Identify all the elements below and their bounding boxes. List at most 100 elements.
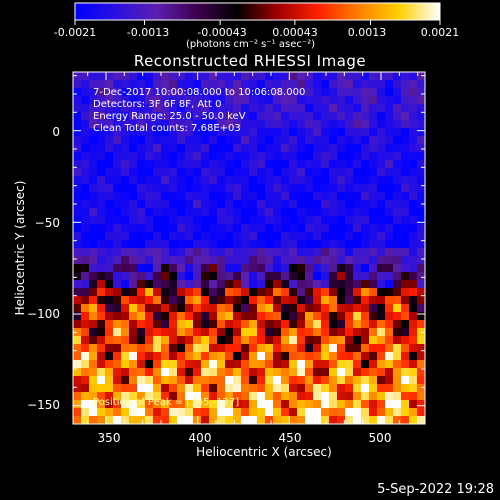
image-pixel <box>177 120 186 129</box>
image-pixel <box>297 192 306 201</box>
image-pixel <box>305 368 314 377</box>
image-pixel <box>393 104 402 113</box>
image-pixel <box>233 336 242 345</box>
image-pixel <box>193 312 202 321</box>
image-pixel <box>217 336 226 345</box>
image-pixel <box>121 176 130 185</box>
image-pixel <box>305 72 314 81</box>
image-pixel <box>281 208 290 217</box>
image-pixel <box>161 376 170 385</box>
image-pixel <box>321 288 330 297</box>
image-pixel <box>361 368 370 377</box>
image-pixel <box>105 136 114 145</box>
image-pixel <box>265 360 274 369</box>
image-pixel <box>209 136 218 145</box>
image-pixel <box>273 280 282 289</box>
image-pixel <box>393 368 402 377</box>
image-pixel <box>313 128 322 137</box>
image-pixel <box>257 368 266 377</box>
image-pixel <box>73 416 82 425</box>
image-pixel <box>273 392 282 401</box>
image-pixel <box>137 328 146 337</box>
image-pixel <box>105 80 114 89</box>
image-pixel <box>369 256 378 265</box>
image-pixel <box>81 232 90 241</box>
image-pixel <box>337 168 346 177</box>
image-pixel <box>113 152 122 161</box>
image-pixel <box>393 136 402 145</box>
image-pixel <box>393 336 402 345</box>
image-pixel <box>369 240 378 249</box>
image-pixel <box>273 136 282 145</box>
image-pixel <box>153 280 162 289</box>
image-pixel <box>385 168 394 177</box>
image-pixel <box>345 232 354 241</box>
image-pixel <box>257 104 266 113</box>
image-pixel <box>241 168 250 177</box>
image-pixel <box>201 408 210 417</box>
image-pixel <box>233 384 242 393</box>
image-pixel <box>89 184 98 193</box>
image-pixel <box>209 384 218 393</box>
image-pixel <box>345 376 354 385</box>
image-pixel <box>369 376 378 385</box>
image-pixel <box>185 176 194 185</box>
image-pixel <box>137 376 146 385</box>
image-pixel <box>313 392 322 401</box>
image-pixel <box>81 376 90 385</box>
image-pixel <box>89 160 98 169</box>
image-pixel <box>81 360 90 369</box>
image-pixel <box>81 208 90 217</box>
image-pixel <box>305 240 314 249</box>
image-pixel <box>193 248 202 257</box>
image-pixel <box>345 88 354 97</box>
image-pixel <box>417 248 426 257</box>
image-pixel <box>185 128 194 137</box>
image-pixel <box>377 80 386 89</box>
image-pixel <box>281 344 290 353</box>
image-pixel <box>409 272 418 281</box>
image-pixel <box>121 384 130 393</box>
image-pixel <box>113 288 122 297</box>
image-pixel <box>233 392 242 401</box>
image-pixel <box>145 352 154 361</box>
image-pixel <box>169 216 178 225</box>
image-pixel <box>281 104 290 113</box>
image-pixel <box>313 104 322 113</box>
image-pixel <box>385 360 394 369</box>
image-pixel <box>273 224 282 233</box>
image-pixel <box>177 288 186 297</box>
image-pixel <box>297 160 306 169</box>
image-pixel <box>89 104 98 113</box>
image-pixel <box>377 408 386 417</box>
image-pixel <box>369 112 378 121</box>
image-pixel <box>129 80 138 89</box>
image-pixel <box>89 248 98 257</box>
image-pixel <box>105 128 114 137</box>
image-pixel <box>305 328 314 337</box>
x-tick-label: 350 <box>97 431 121 445</box>
image-pixel <box>137 120 146 129</box>
image-pixel <box>145 408 154 417</box>
image-pixel <box>169 296 178 305</box>
image-pixel <box>177 352 186 361</box>
image-pixel <box>193 128 202 137</box>
image-pixel <box>281 256 290 265</box>
image-pixel <box>105 72 114 81</box>
image-pixel <box>201 232 210 241</box>
image-pixel <box>281 376 290 385</box>
image-pixel <box>169 104 178 113</box>
image-pixel <box>385 136 394 145</box>
image-pixel <box>321 344 330 353</box>
image-pixel <box>185 136 194 145</box>
image-pixel <box>241 152 250 161</box>
image-pixel <box>153 96 162 105</box>
image-pixel <box>169 352 178 361</box>
image-pixel <box>153 376 162 385</box>
image-pixel <box>105 288 114 297</box>
image-pixel <box>337 160 346 169</box>
image-pixel <box>401 312 410 321</box>
image-pixel <box>289 144 298 153</box>
image-pixel <box>73 408 82 417</box>
image-pixel <box>97 248 106 257</box>
